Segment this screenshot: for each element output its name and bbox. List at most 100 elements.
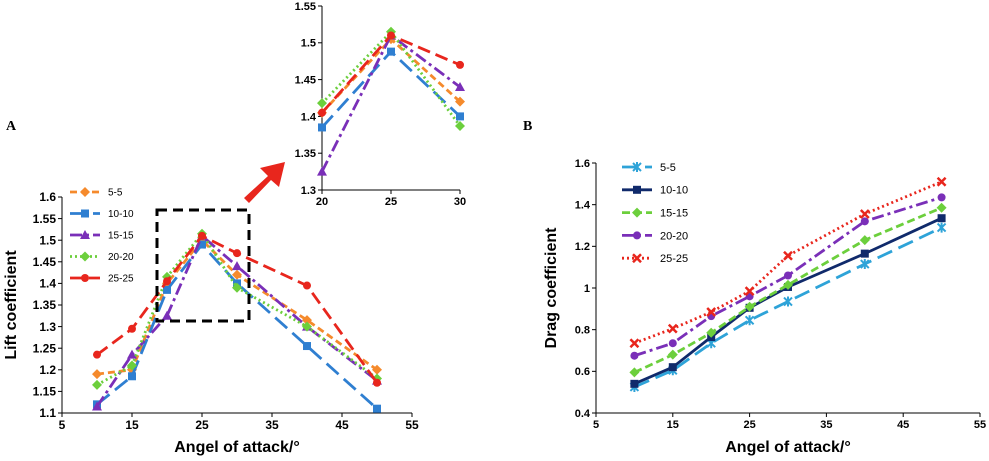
y-tick-label: 1.1 [39, 406, 56, 420]
legend-label-15-15: 15-15 [108, 231, 134, 242]
x-tick-label: 25 [743, 419, 755, 431]
legend-label-5-5: 5-5 [660, 162, 676, 174]
data-point-25-25 [93, 350, 101, 359]
data-point-10-10 [318, 123, 326, 132]
x-tick-label: 55 [974, 419, 986, 431]
legend-label-20-20: 20-20 [660, 230, 688, 242]
data-point-10-10 [163, 285, 171, 294]
data-point-25-25 [936, 176, 947, 187]
legend-label-25-25: 25-25 [660, 253, 688, 265]
data-point-15-15 [859, 235, 870, 246]
y-tick-label: 1.55 [295, 1, 316, 13]
data-point-20-20 [668, 339, 677, 348]
data-point-15-15 [706, 327, 717, 338]
data-point-15-15 [92, 401, 102, 411]
data-point-15-15 [455, 81, 465, 91]
series-line-20-20 [320, 30, 462, 127]
data-point-10-10 [373, 404, 381, 413]
data-point-15-15 [667, 349, 678, 360]
data-point-5-5 [455, 96, 465, 107]
zoom-inset-chart: 20 25 30 1.3 1.35 1.4 1.45 1.5 1.55 [295, 1, 467, 208]
y-axis-label: Lift coefficient [3, 250, 20, 360]
y-tick-label: 1.35 [295, 148, 316, 160]
legend-label-10-10: 10-10 [660, 185, 688, 197]
y-tick-label: 1.6 [39, 190, 56, 204]
data-point-5-5 [232, 269, 242, 280]
data-point-10-10 [198, 240, 206, 249]
data-point-5-5 [744, 315, 755, 326]
x-tick-label: 25 [385, 196, 397, 208]
data-point-15-15 [629, 367, 640, 378]
legend-label-10-10: 10-10 [108, 209, 134, 220]
data-point-10-10 [128, 372, 136, 381]
data-point-20-20 [232, 282, 242, 293]
panel-label: A [6, 119, 17, 134]
legend: 5-5 10-10 15-15 20-20 25-25 [70, 187, 134, 285]
data-point-25-25 [629, 338, 640, 349]
data-point-25-25 [387, 31, 395, 40]
data-point-15-15 [317, 166, 327, 176]
x-axis-label: Angel of attack/° [174, 439, 300, 456]
legend-marker-20-20 [80, 251, 90, 262]
legend-marker-25-25 [81, 274, 89, 282]
y-tick-label: 1.45 [295, 74, 316, 86]
data-point-20-20 [784, 271, 792, 280]
legend-label-15-15: 15-15 [660, 207, 688, 219]
data-point-10-10 [937, 214, 946, 223]
data-point-10-10 [456, 112, 464, 121]
data-point-20-20 [92, 379, 102, 390]
x-tick-label: 20 [316, 196, 328, 208]
x-axis-label: Angel of attack/° [725, 439, 851, 456]
y-tick-label: 0.6 [575, 366, 590, 378]
legend-marker-20-20 [633, 231, 641, 240]
y-tick-label: 1.45 [33, 255, 57, 269]
data-point-20-20 [860, 217, 869, 226]
data-point-20-20 [127, 360, 137, 371]
data-point-10-10 [303, 342, 311, 351]
y-tick-label: 1.4 [301, 111, 317, 123]
legend-marker-5-5 [80, 187, 90, 197]
data-point-25-25 [163, 277, 171, 286]
data-point-20-20 [630, 351, 639, 360]
y-tick-label: 1.4 [575, 200, 591, 212]
data-point-10-10 [387, 47, 395, 56]
data-point-20-20 [937, 193, 946, 202]
x-tick-label: 35 [820, 419, 832, 431]
x-tick-label: 15 [125, 418, 139, 432]
y-tick-label: 1.6 [575, 158, 590, 170]
data-point-15-15 [936, 202, 947, 213]
legend-marker-15-15 [80, 230, 90, 239]
data-point-5-5 [860, 259, 870, 270]
panel-label: B [523, 119, 532, 134]
data-point-25-25 [303, 281, 311, 290]
data-point-15-15 [783, 279, 793, 290]
data-point-20-20 [317, 98, 327, 109]
y-tick-label: 1.3 [39, 320, 56, 334]
data-point-25-25 [233, 249, 241, 258]
y-axis-label: Drag coefficient [543, 227, 560, 349]
zoom-arrow [244, 162, 285, 203]
data-point-5-5 [92, 369, 102, 380]
data-point-25-25 [128, 324, 136, 333]
data-point-5-5 [783, 296, 793, 307]
y-tick-label: 0.4 [575, 408, 591, 420]
y-tick-label: 1.4 [39, 277, 56, 291]
y-tick-label: 1.5 [39, 233, 56, 247]
x-tick-label: 25 [195, 418, 209, 432]
data-point-25-25 [744, 286, 755, 297]
x-tick-label: 5 [59, 418, 66, 432]
x-tick-label: 15 [667, 419, 679, 431]
zoom-selection-box [155, 208, 251, 323]
y-tick-label: 1 [584, 283, 590, 295]
data-point-5-5 [372, 364, 382, 375]
y-tick-label: 1.55 [33, 212, 57, 226]
y-tick-label: 1.35 [33, 298, 57, 312]
y-tick-label: 1.15 [33, 385, 57, 399]
data-point-15-15 [744, 301, 755, 312]
data-point-25-25 [373, 378, 381, 387]
data-point-25-25 [667, 323, 678, 334]
data-point-20-20 [455, 120, 465, 131]
data-point-5-5 [302, 315, 312, 326]
legend-marker-5-5 [632, 162, 642, 172]
lift-coefficient-chart: 5 15 25 35 45 55 1.1 1.15 1.2 1.25 1.3 1.35 1.4 1.45 1… [3, 119, 419, 456]
